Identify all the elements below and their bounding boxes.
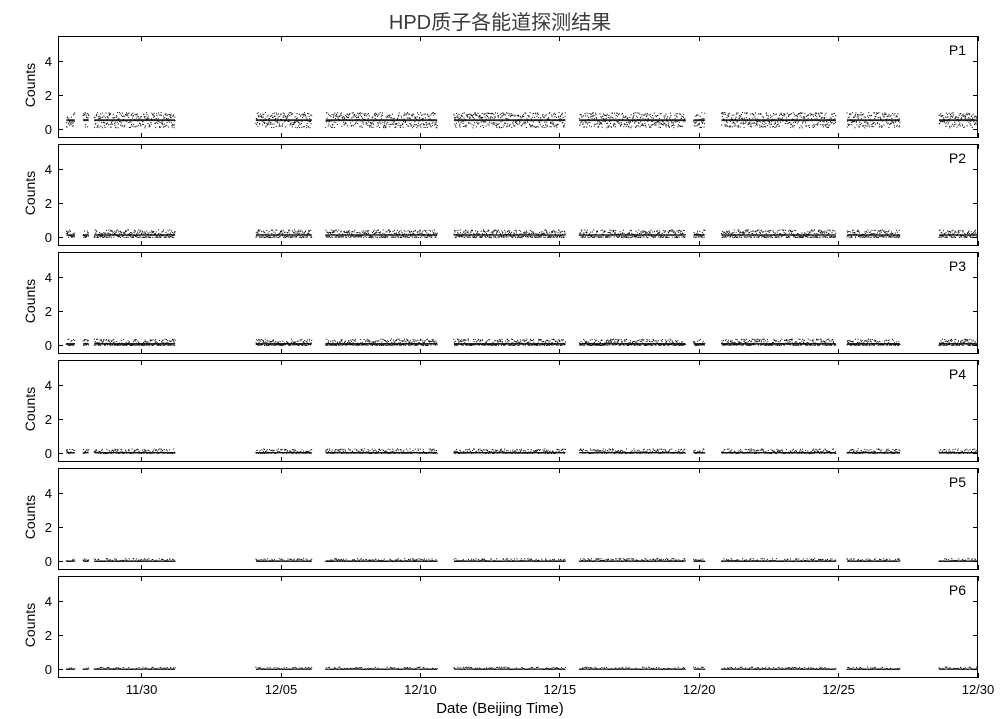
ytick-label: 0 <box>30 554 52 569</box>
xtick-label: 12/10 <box>395 682 445 697</box>
xtick-label: 12/25 <box>814 682 864 697</box>
data-series-P5 <box>58 468 978 570</box>
ylabel: Counts <box>22 379 38 439</box>
data-series-P1 <box>58 36 978 138</box>
ytick-label: 0 <box>30 122 52 137</box>
data-series-P3 <box>58 252 978 354</box>
ylabel: Counts <box>22 163 38 223</box>
chart-title: HPD质子各能道探测结果 <box>0 6 1000 35</box>
ylabel: Counts <box>22 487 38 547</box>
xtick-label: 12/20 <box>674 682 724 697</box>
ylabel: Counts <box>22 595 38 655</box>
xtick-label: 11/30 <box>117 682 167 697</box>
ytick-label: 0 <box>30 446 52 461</box>
xtick-label: 12/30 <box>953 682 1000 697</box>
xlabel: Date (Beijing Time) <box>0 700 1000 717</box>
ylabel: Counts <box>22 271 38 331</box>
ylabel: Counts <box>22 55 38 115</box>
chart-container: HPD质子各能道探测结果024CountsP1024CountsP2024Cou… <box>0 0 1000 719</box>
data-series-P2 <box>58 144 978 246</box>
data-series-P4 <box>58 360 978 462</box>
ytick-label: 0 <box>30 338 52 353</box>
ytick-label: 0 <box>30 662 52 677</box>
data-series-P6 <box>58 576 978 678</box>
xtick-label: 12/15 <box>535 682 585 697</box>
ytick-label: 0 <box>30 230 52 245</box>
xtick-label: 12/05 <box>256 682 306 697</box>
